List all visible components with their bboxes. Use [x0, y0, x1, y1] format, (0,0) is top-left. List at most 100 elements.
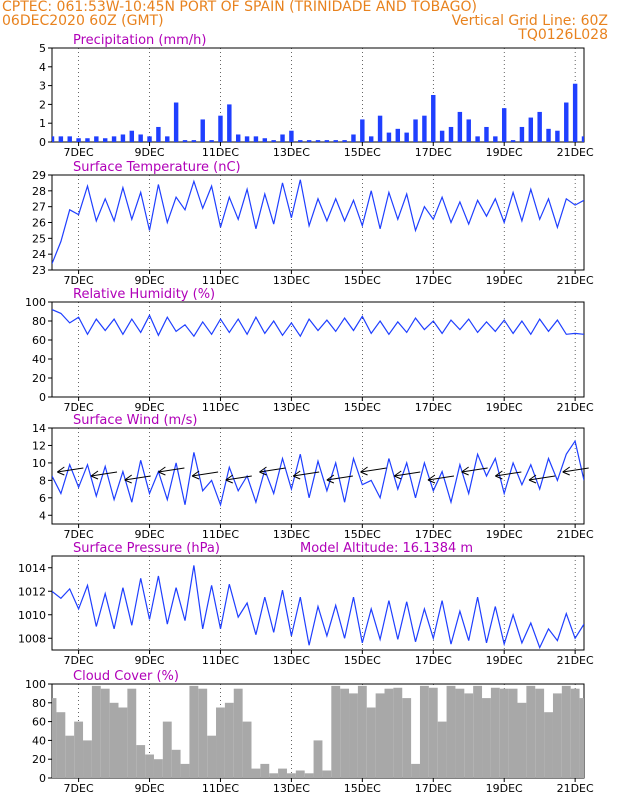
y-tick-label: 29 [32, 169, 46, 182]
x-tick-label: 13DEC [273, 782, 310, 795]
wind-arrow-shaft [124, 475, 151, 481]
series-line [52, 565, 584, 650]
x-tick-label: 7DEC [64, 401, 94, 414]
precip-bar [129, 130, 135, 142]
cloud-cover-bar [74, 721, 84, 778]
x-tick-label: 15DEC [344, 146, 381, 159]
precip-bar [377, 115, 383, 142]
precip-bar [227, 104, 232, 142]
wind-arrow-head [461, 466, 469, 476]
cloud-cover-bar [242, 721, 252, 778]
panel-frame [51, 301, 585, 398]
x-tick-label: 21DEC [557, 654, 594, 667]
y-tick-label: 40 [32, 353, 46, 366]
panel-title: Cloud Cover (%) [73, 669, 179, 684]
y-tick-label: 80 [32, 697, 46, 710]
panel-title: Relative Humidity (%) [73, 287, 215, 302]
cloud-cover-bar [517, 702, 527, 778]
wind-arrow-shaft [57, 467, 84, 473]
wind-arrow-shaft [394, 471, 421, 477]
precip-bar [262, 138, 268, 142]
cloud-cover-bar [526, 685, 536, 778]
x-tick-label: 15DEC [344, 401, 381, 414]
y-tick-label: 24 [32, 248, 46, 261]
y-tick-label: 4 [39, 61, 46, 74]
y-tick-label: 1 [39, 117, 46, 130]
wind-arrow-shaft [326, 475, 353, 481]
precip-bar [315, 140, 321, 142]
panel-annotation: Model Altitude: 16.1384 m [300, 541, 473, 556]
x-tick-label: 9DEC [134, 274, 164, 287]
precip-bar [58, 136, 64, 142]
x-tick-label: 7DEC [64, 528, 94, 541]
y-tick-label: 23 [32, 264, 46, 277]
cloud-cover-bar [544, 712, 553, 778]
y-tick-label: 1008 [18, 632, 46, 645]
wind-arrow-head [225, 474, 234, 484]
x-tick-label: 11DEC [202, 782, 239, 795]
wind-arrow-shaft [427, 475, 455, 481]
x-tick-label: 13DEC [273, 654, 310, 667]
cloud-cover-bar [464, 693, 474, 778]
x-tick-label: 11DEC [202, 274, 239, 287]
cloud-cover-bar [295, 770, 305, 778]
precip-bar [501, 108, 507, 142]
wind-arrow-shaft [90, 471, 118, 477]
cloud-cover-bar [224, 702, 234, 778]
x-tick-label: 15DEC [344, 528, 381, 541]
wind-arrow-shaft [225, 475, 252, 481]
precip-bar [351, 134, 356, 142]
x-tick-label: 9DEC [134, 146, 164, 159]
x-tick-label: 7DEC [64, 274, 94, 287]
precip-bar [111, 136, 117, 142]
precip-bar [422, 115, 427, 142]
wind-arrow-head [528, 474, 537, 484]
x-tick-label: 15DEC [344, 654, 381, 667]
precip-bar [572, 83, 578, 142]
cloud-cover-bar [349, 693, 358, 778]
wind-arrow-head [562, 466, 571, 476]
cloud-cover-bar [490, 687, 500, 778]
cloud-cover-bar [278, 768, 287, 778]
x-tick-label: 13DEC [273, 528, 310, 541]
wind-arrow-head [158, 466, 166, 476]
cloud-cover-bar [260, 763, 270, 778]
cloud-cover-bar [198, 688, 208, 778]
cloud-cover-bar [340, 688, 350, 778]
precip-bar [546, 128, 551, 142]
x-tick-label: 17DEC [415, 654, 452, 667]
cloud-cover-bar [162, 721, 172, 778]
precip-bar [519, 126, 525, 142]
cloud-cover-bar [419, 685, 429, 778]
x-tick-label: 9DEC [134, 782, 164, 795]
y-tick-label: 0 [39, 136, 46, 149]
precip-bar [439, 130, 445, 142]
y-tick-label: 1010 [18, 609, 46, 622]
cloud-cover-bar [482, 698, 491, 778]
cloud-cover-bar [56, 712, 66, 778]
y-tick-label: 1014 [18, 562, 46, 575]
wind-arrow-head [292, 470, 301, 480]
cloud-cover-bar [52, 698, 57, 778]
precip-bar [165, 136, 170, 142]
x-tick-label: 17DEC [415, 274, 452, 287]
precip-bar [182, 140, 188, 142]
cloud-cover-bar [499, 688, 509, 778]
y-tick-label: 0 [39, 391, 46, 404]
precip-bar [138, 134, 143, 142]
header-title: CPTEC: 061:53W-10:45N PORT OF SPAIN (TRI… [2, 0, 477, 15]
x-tick-label: 11DEC [202, 146, 239, 159]
x-tick-label: 13DEC [273, 401, 310, 414]
cloud-cover-bar [322, 770, 332, 778]
cloud-cover-bar [91, 685, 101, 778]
cloud-cover-bar [552, 693, 562, 778]
cloud-cover-bar [384, 688, 394, 778]
x-tick-label: 9DEC [134, 528, 164, 541]
precip-bar [52, 136, 55, 142]
cloud-cover-bar [127, 688, 137, 778]
precip-bar [102, 138, 108, 142]
cloud-cover-bar [402, 698, 412, 778]
panel-frame [51, 555, 585, 651]
cloud-cover-bar [118, 707, 128, 778]
cloud-cover-bar [375, 693, 385, 778]
